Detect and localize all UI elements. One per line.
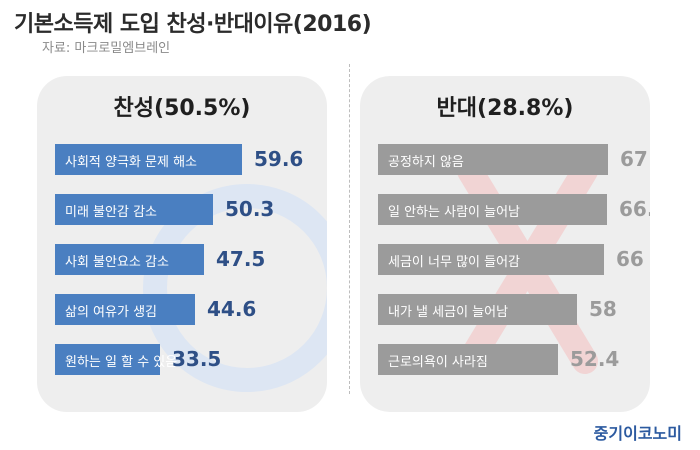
favor-bar-value: 44.6 [207,297,257,321]
favor-bar: 사회적 양극화 문제 해소 [55,144,242,175]
oppose-bar-value: 67 [620,147,648,171]
favor-bar: 사회 불안요소 감소 [55,244,204,275]
oppose-bar: 일 안하는 사람이 늘어남 [378,194,607,225]
favor-bar-value: 50.3 [225,197,275,221]
oppose-bar-value: 52.4 [570,347,620,371]
favor-bar-value: 33.5 [172,347,222,371]
favor-panel-title: 찬성(50.5%) [113,96,251,121]
oppose-bar-value: 66.7 [619,197,650,221]
oppose-bar-value: 58 [589,297,617,321]
oppose-bar: 내가 낼 세금이 늘어남 [378,294,577,325]
oppose-bar: 근로의욕이 사라짐 [378,344,558,375]
circle-icon [143,184,327,392]
oppose-bar-value: 66 [616,247,644,271]
favor-bar-label: 삶의 여유가 생김 [65,305,157,320]
oppose-bar: 세금이 너무 많이 들어감 [378,244,604,275]
favor-bar-label: 원하는 일 할 수 있음 [65,355,178,370]
source-note: 자료: 마크로밀엠브레인 [42,41,171,56]
oppose-panel-title: 반대(28.8%) [436,96,574,121]
divider [349,64,350,394]
oppose-bar-label: 내가 낼 세금이 늘어남 [388,305,509,320]
oppose-bar-label: 일 안하는 사람이 늘어남 [388,205,520,220]
oppose-bar-label: 세금이 너무 많이 들어감 [388,255,520,270]
favor-bar-label: 미래 불안감 감소 [65,205,157,220]
oppose-bar-label: 공정하지 않음 [388,155,464,170]
favor-panel: 찬성(50.5%) 사회적 양극화 문제 해소 59.6 미래 불안감 감소 50.3… [37,76,327,412]
favor-bar-value: 47.5 [216,247,266,271]
favor-bar-label: 사회 불안요소 감소 [65,255,169,270]
favor-bar-value: 59.6 [254,147,304,171]
favor-bar: 삶의 여유가 생김 [55,294,195,325]
favor-bar: 원하는 일 할 수 있음 [55,344,177,375]
brand-logo: 중기이코노미 [593,424,682,443]
favor-bar-label: 사회적 양극화 문제 해소 [65,155,197,170]
favor-bar: 미래 불안감 감소 [55,194,213,225]
chart-title: 기본소득제 도입 찬성·반대이유(2016) [14,12,372,37]
oppose-bar-label: 근로의욕이 사라짐 [388,355,488,370]
oppose-bar: 공정하지 않음 [378,144,608,175]
oppose-panel: 반대(28.8%) 공정하지 않음 67 일 안하는 사람이 늘어남 66.7 세금이 … [360,76,650,412]
